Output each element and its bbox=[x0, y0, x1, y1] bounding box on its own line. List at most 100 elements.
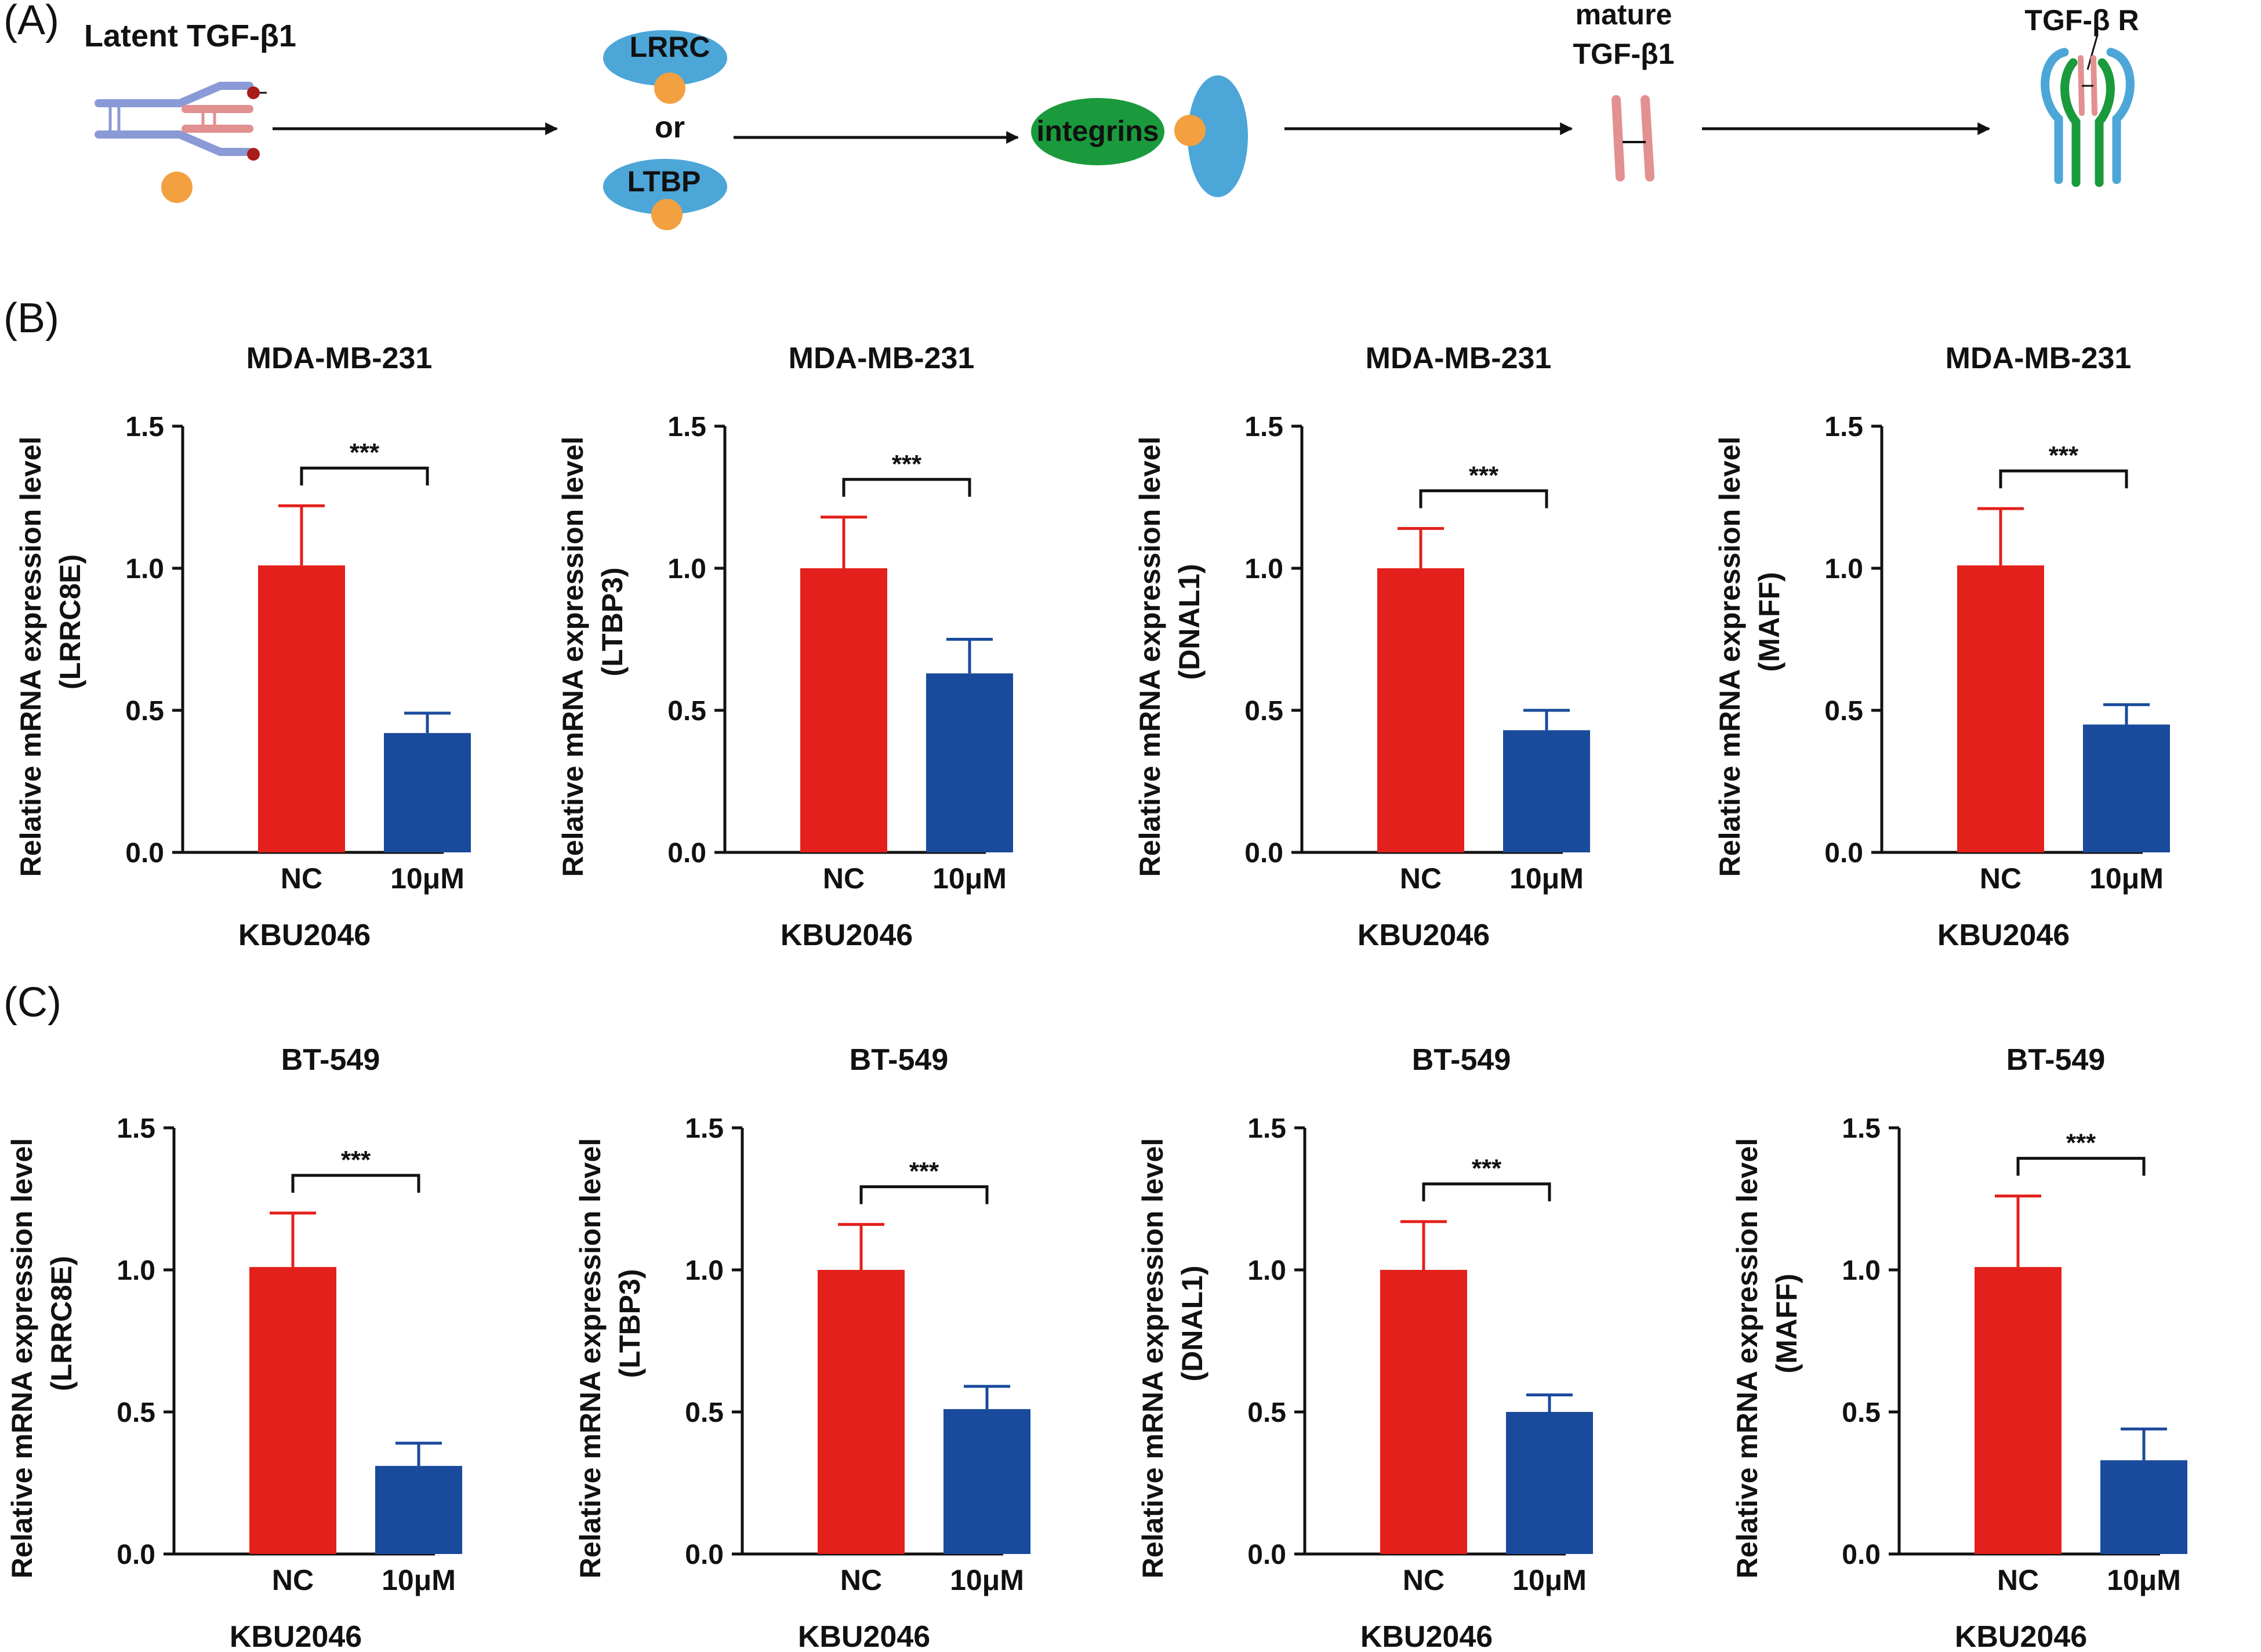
y-tick-label: 0.5 bbox=[1244, 696, 1283, 727]
x-category-label: 10μM bbox=[382, 1564, 456, 1596]
y-axis-label: Relative mRNA expression level bbox=[1134, 437, 1166, 877]
bar-treatment bbox=[1503, 730, 1590, 852]
x-category-label: 10μM bbox=[390, 862, 464, 895]
y-tick-label: 0.0 bbox=[117, 1540, 155, 1570]
bar-nc bbox=[800, 568, 887, 852]
x-category-label: NC bbox=[281, 862, 322, 895]
x-axis-label: KBU2046 bbox=[1937, 918, 2070, 948]
y-tick-label: 1.0 bbox=[667, 554, 706, 584]
y-axis-label: Relative mRNA expression level bbox=[574, 1138, 607, 1579]
x-category-label: 10μM bbox=[2107, 1564, 2181, 1596]
panel-label-c: (C) bbox=[3, 979, 61, 1026]
significance-label: *** bbox=[1472, 1154, 1502, 1183]
significance-label: *** bbox=[2049, 441, 2079, 470]
significance-bracket bbox=[2016, 1157, 2146, 1176]
significance-bracket bbox=[1419, 489, 1548, 509]
y-tick-label: 0.0 bbox=[1824, 838, 1863, 869]
mature-tgf-label-line2: TGF-β1 bbox=[1573, 38, 1675, 70]
significance-label: *** bbox=[350, 438, 380, 467]
lrrc-label: LRRC bbox=[630, 31, 710, 63]
y-axis-label: Relative mRNA expression level bbox=[1731, 1138, 1763, 1579]
y-tick-label: 1.0 bbox=[1247, 1255, 1286, 1286]
bar-nc bbox=[1377, 568, 1464, 852]
bar-nc bbox=[1380, 1270, 1467, 1554]
x-category-label: 10μM bbox=[950, 1564, 1024, 1596]
significance-bracket bbox=[1999, 469, 2128, 489]
x-category-label: 10μM bbox=[1512, 1564, 1587, 1596]
y-tick-label: 0.5 bbox=[1247, 1397, 1286, 1428]
chart-title: BT-549 bbox=[281, 1043, 380, 1077]
bar-treatment bbox=[2100, 1460, 2187, 1554]
significance-label: *** bbox=[909, 1157, 939, 1186]
y-tick-label: 1.0 bbox=[685, 1255, 724, 1286]
y-tick-label: 0.5 bbox=[125, 696, 164, 727]
chart-title: BT-549 bbox=[850, 1043, 949, 1077]
y-tick-label: 1.0 bbox=[1244, 554, 1283, 584]
x-category-label: NC bbox=[840, 1564, 882, 1596]
integrins-icon bbox=[1031, 75, 1248, 197]
or-label: or bbox=[655, 111, 685, 144]
y-axis-gene-label: (MAFF) bbox=[1770, 1273, 1803, 1373]
x-category-label: NC bbox=[823, 862, 865, 895]
chart-title: BT-549 bbox=[1412, 1043, 1511, 1077]
y-tick-label: 0.0 bbox=[125, 838, 164, 869]
y-tick-label: 1.5 bbox=[1824, 412, 1863, 442]
y-axis-gene-label: (LRRC8E) bbox=[45, 1256, 78, 1391]
y-tick-label: 1.5 bbox=[667, 412, 706, 442]
x-category-label: NC bbox=[272, 1564, 314, 1596]
significance-label: *** bbox=[341, 1146, 371, 1174]
bar-chart-c-4: BT-549 0.0 0.5 1.0 1.5 Relative mRNA expressi… bbox=[1731, 1043, 2187, 1650]
x-axis-label: KBU2046 bbox=[1360, 1620, 1493, 1650]
x-category-label: 10μM bbox=[1509, 862, 1584, 895]
y-tick-label: 0.5 bbox=[685, 1397, 724, 1428]
y-tick-label: 0.0 bbox=[667, 838, 706, 869]
ltbp-label: LTBP bbox=[627, 165, 701, 198]
y-tick-label: 0.0 bbox=[1247, 1540, 1286, 1570]
mature-tgf-label-line1: mature bbox=[1576, 0, 1672, 31]
x-category-label: NC bbox=[1400, 862, 1442, 895]
significance-label: *** bbox=[2066, 1129, 2096, 1157]
x-category-label: 10μM bbox=[932, 862, 1007, 895]
y-tick-label: 0.5 bbox=[1842, 1397, 1881, 1428]
bar-chart-b-4: MDA-MB-231 0.0 0.5 1.0 1.5 Relative mRNA expr… bbox=[1714, 342, 2170, 948]
panel-label-a: (A) bbox=[3, 0, 59, 43]
bar-nc bbox=[1957, 565, 2044, 852]
significance-label: *** bbox=[892, 450, 922, 478]
bar-treatment bbox=[2083, 724, 2170, 852]
y-tick-label: 1.0 bbox=[117, 1255, 155, 1286]
y-axis-label: Relative mRNA expression level bbox=[1137, 1138, 1169, 1579]
x-axis-label: KBU2046 bbox=[238, 918, 371, 948]
bar-chart-b-3: MDA-MB-231 0.0 0.5 1.0 1.5 Relative mRNA expr… bbox=[1134, 342, 1590, 948]
y-tick-label: 1.0 bbox=[125, 554, 164, 584]
y-axis-gene-label: (LTBP3) bbox=[596, 568, 629, 677]
x-category-label: NC bbox=[1403, 1564, 1445, 1596]
significance-bracket bbox=[1422, 1182, 1551, 1201]
chart-title: BT-549 bbox=[2006, 1043, 2106, 1077]
y-axis-label: Relative mRNA expression level bbox=[1714, 437, 1746, 877]
chart-title: MDA-MB-231 bbox=[246, 342, 433, 375]
x-category-label: 10μM bbox=[2089, 862, 2164, 895]
y-tick-label: 0.5 bbox=[117, 1397, 155, 1428]
bar-treatment bbox=[1506, 1412, 1593, 1554]
y-tick-label: 1.5 bbox=[117, 1113, 155, 1144]
y-tick-label: 1.5 bbox=[685, 1113, 724, 1144]
y-axis-gene-label: (LRRC8E) bbox=[54, 554, 86, 689]
chart-title: MDA-MB-231 bbox=[1366, 342, 1552, 375]
y-axis-gene-label: (DNAL1) bbox=[1173, 564, 1206, 680]
y-tick-label: 1.5 bbox=[1244, 412, 1283, 442]
x-axis-label: KBU2046 bbox=[1955, 1620, 2087, 1650]
x-axis-label: KBU2046 bbox=[1358, 918, 1490, 948]
bar-nc bbox=[249, 1267, 336, 1554]
y-tick-label: 1.0 bbox=[1842, 1255, 1881, 1286]
x-axis-label: KBU2046 bbox=[798, 1620, 930, 1650]
receptor-label: TGF-β R bbox=[2024, 4, 2139, 37]
pathway-diagram: Latent TGF-β1 LRRC or LTBP bbox=[84, 0, 2139, 230]
significance-bracket bbox=[842, 478, 971, 497]
x-axis-label: KBU2046 bbox=[230, 1620, 362, 1650]
bar-chart-b-1: MDA-MB-231 0.0 0.5 1.0 1.5 Relative mRNA expr… bbox=[14, 342, 471, 948]
y-tick-label: 0.5 bbox=[667, 696, 706, 727]
bar-treatment bbox=[943, 1409, 1030, 1554]
receptor-icon bbox=[2041, 34, 2135, 187]
significance-label: *** bbox=[1469, 461, 1499, 489]
